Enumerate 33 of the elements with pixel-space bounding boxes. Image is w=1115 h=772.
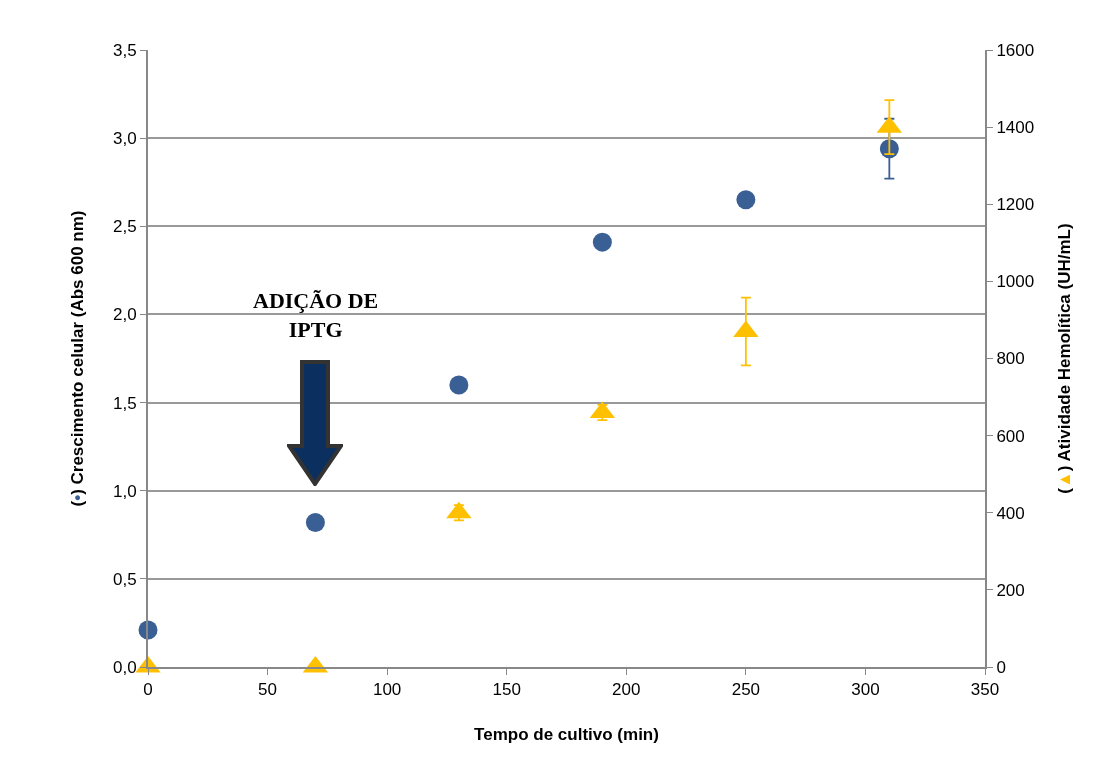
x-tick-label: 0	[143, 680, 153, 700]
y-tick-label: 3,0	[112, 129, 137, 149]
y2-tick-label: 1200	[996, 195, 1035, 215]
x-axis-title: Tempo de cultivo (min)	[474, 725, 659, 745]
y-axis-title: (•) Crescimento celular (Abs 600 nm)	[68, 210, 88, 507]
y2-axis-title: (▲) Atividade Hemolítica (UH/mL)	[1055, 223, 1075, 494]
point	[592, 232, 612, 252]
y-tick-label: 2,5	[112, 217, 137, 237]
y2-tick-label: 400	[996, 503, 1025, 523]
y-tick-label: 1,5	[112, 393, 137, 413]
x-tick-label: 250	[731, 680, 761, 700]
y2-tick-label: 1000	[996, 272, 1035, 292]
x-tick-label: 50	[258, 680, 278, 700]
annotation: ADIÇÃO DE IPTG	[253, 288, 379, 342]
y2-tick-label: 1400	[996, 118, 1035, 138]
x-tick-label: 100	[372, 680, 402, 700]
point	[449, 375, 469, 395]
y2-tick-label: 0	[996, 657, 1006, 677]
x-tick-label: 150	[492, 680, 521, 700]
y-tick-label: 3,5	[112, 40, 137, 60]
y-tick-label: 2,0	[112, 305, 137, 325]
point	[305, 512, 325, 532]
y-tick-label: 1,0	[112, 481, 137, 501]
y2-tick-label: 1600	[996, 40, 1035, 60]
y-tick-label: 0,5	[112, 569, 137, 589]
x-tick-label: 300	[851, 680, 880, 700]
point	[736, 190, 756, 210]
y-tick-label: 0,0	[112, 657, 137, 677]
y2-tick-label: 800	[996, 349, 1025, 369]
y2-tick-label: 600	[996, 426, 1025, 446]
x-tick-label: 350	[970, 680, 1000, 700]
y2-tick-label: 200	[996, 580, 1025, 600]
x-tick-label: 200	[612, 680, 641, 700]
